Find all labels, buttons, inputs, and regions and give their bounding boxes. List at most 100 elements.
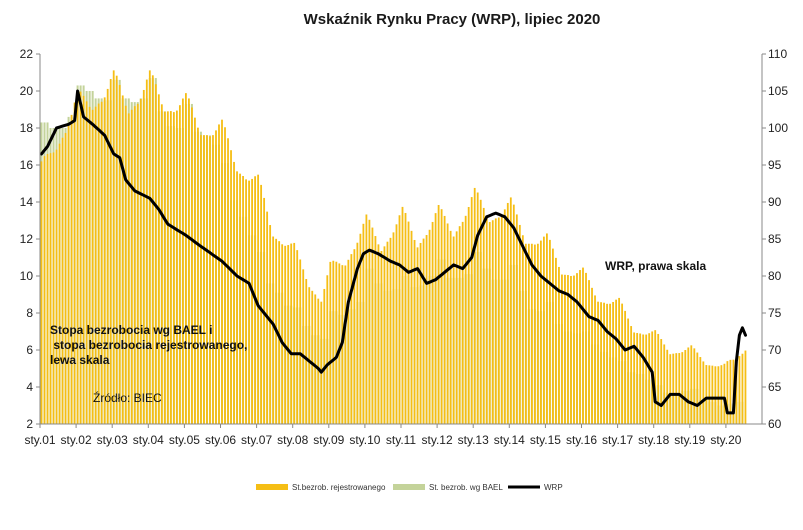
registered-bar [76,91,79,424]
registered-bar [209,136,211,424]
registered-bar [681,352,684,424]
registered-bar [401,206,404,424]
registered-bar [103,97,106,425]
registered-bar [431,221,434,424]
x-tick-label: sty.11 [386,433,417,447]
registered-bar [290,243,293,424]
right-axis-ticks: 60 65 70 75 80 85 90 95 100 105 110 [762,47,788,431]
registered-bar [73,102,76,425]
registered-bar [597,301,599,424]
registered-bar [476,192,479,424]
registered-bar [374,236,377,424]
registered-bar [203,135,205,424]
registered-bar [185,93,187,424]
registered-bar [657,333,660,424]
right-tick-label: 85 [768,232,782,246]
registered-bar [549,239,551,424]
registered-bar [169,111,172,424]
registered-bar [663,344,666,424]
x-tick-label: sty.15 [530,433,561,447]
registered-bar [717,366,720,424]
x-tick-label: sty.04 [133,433,164,447]
registered-bar [555,257,557,424]
registered-bar [621,303,624,424]
x-tick-label: sty.12 [422,433,453,447]
registered-bar [488,222,491,424]
registered-bar [491,220,494,424]
registered-bar [735,357,738,424]
registered-bar [188,98,190,424]
registered-bar [52,152,55,424]
registered-bar [494,218,497,424]
registered-bar [148,70,151,424]
registered-bar [618,297,621,424]
registered-bar [573,275,575,424]
registered-bar [479,199,482,424]
registered-bar [296,250,299,424]
registered-bar [136,103,139,425]
registered-bar [675,353,678,424]
registered-bar [648,333,651,424]
registered-bar [40,161,43,424]
registered-bar [299,259,302,424]
registered-bar [561,274,563,424]
registered-bar [708,365,711,424]
registered-bar [383,246,386,424]
left-tick-label: 8 [26,306,33,320]
x-tick-label: sty.08 [277,433,308,447]
legend-swatch-bael [393,484,425,490]
registered-bar [91,109,94,424]
left-tick-label: 18 [20,121,34,135]
right-axis-note: WRP, prawa skala [605,259,706,273]
registered-bar [82,95,85,425]
registered-bar [115,75,118,424]
registered-bar [320,301,323,424]
registered-bar [227,138,229,425]
registered-bar [206,135,208,424]
x-tick-label: sty.16 [566,433,597,447]
registered-bar [97,103,100,425]
registered-bar [413,239,416,424]
registered-bar [636,332,639,424]
legend-label-wrp: WRP [544,483,563,492]
x-tick-label: sty.02 [61,433,92,447]
registered-bar [191,107,193,424]
registered-bar [94,106,97,424]
left-tick-label: 4 [26,380,33,394]
registered-bar [178,105,181,425]
registered-bar [630,326,633,424]
registered-bar [175,110,178,424]
registered-bar [112,70,115,424]
registered-bar [744,350,747,424]
registered-bar [579,270,581,424]
left-axis-note: Stopa bezrobocia wg BAEL i stopa bezrobo… [50,323,251,367]
registered-bar [564,274,566,424]
registered-bar [434,213,437,424]
registered-bar [353,249,356,424]
registered-bar [464,215,467,424]
registered-bar [332,260,335,424]
registered-bar [368,219,371,424]
registered-bar [437,205,440,424]
registered-bar [142,89,145,424]
registered-bar [705,365,708,424]
right-tick-label: 100 [768,121,788,135]
registered-bar [696,352,699,424]
registered-bar [67,125,70,424]
registered-bar [248,180,250,424]
registered-bar [359,233,362,424]
registered-bar [582,267,584,424]
registered-bar [624,310,627,424]
registered-bar [127,113,130,424]
registered-bar [85,101,88,425]
left-tick-label: 14 [20,195,34,209]
registered-bar [660,339,663,424]
right-tick-label: 110 [768,47,787,61]
registered-bar [163,111,166,424]
registered-bar [242,175,244,424]
registered-bar [594,295,596,424]
registered-bar [272,236,275,424]
registered-bar [452,236,455,424]
registered-bar [485,215,488,424]
